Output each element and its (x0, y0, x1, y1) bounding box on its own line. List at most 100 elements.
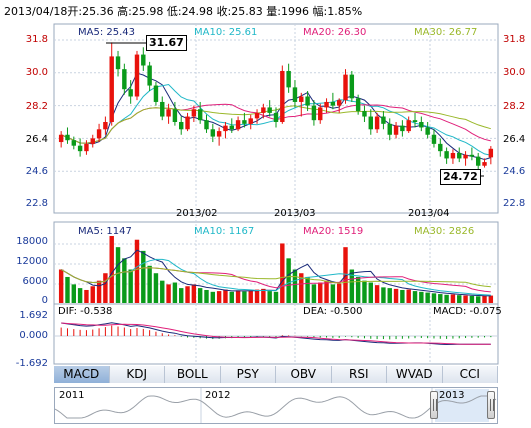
high-value: 25.98 (131, 5, 164, 18)
volume-ytick-left: 18000 (16, 236, 48, 247)
candle-body (84, 143, 89, 152)
candle-body (273, 112, 279, 122)
macd-dea-legend: DEA: -0.500 (303, 306, 363, 317)
volume-bar (444, 294, 449, 303)
price-ytick-right: 22.8 (503, 198, 526, 209)
dea-line (61, 322, 491, 345)
candle-body (469, 154, 475, 157)
tab-rsi[interactable]: RSI (331, 366, 387, 383)
tab-cci[interactable]: CCI (442, 366, 498, 383)
price-ytick-left: 31.8 (25, 34, 48, 45)
volume-bar (210, 291, 216, 303)
volume-bar (475, 296, 481, 303)
candle-body (387, 123, 392, 135)
tab-kdj[interactable]: KDJ (109, 366, 165, 383)
volume-bar (425, 292, 430, 303)
candle-body (305, 96, 310, 106)
candle-body (261, 107, 266, 113)
candle-body (400, 125, 405, 132)
volume-ma30-line (60, 267, 491, 288)
candlesticks (58, 42, 494, 170)
candle-body (134, 54, 140, 97)
candle-body (381, 116, 386, 124)
xtick-label: 2013/03 (274, 208, 316, 219)
macd-ytick-left: -1.692 (15, 358, 48, 369)
change-value: 1.85% (327, 5, 363, 18)
candle-body (254, 112, 260, 119)
volume-bar (488, 295, 494, 303)
timeline-year-label: 2013 (439, 390, 465, 401)
price-ytick-left: 30.0 (25, 67, 48, 78)
volume-bar (355, 276, 361, 303)
volume-bar (261, 288, 266, 303)
volume-bar (216, 291, 222, 303)
volume-bar (109, 236, 114, 303)
timeline-price-line (55, 395, 497, 419)
candle-body (147, 65, 152, 86)
volume-bar (292, 269, 298, 303)
tab-boll[interactable]: BOLL (165, 366, 221, 383)
candle-body (141, 54, 146, 66)
tab-wvad[interactable]: WVAD (387, 366, 443, 383)
volume-bar (299, 273, 304, 303)
candle-body (90, 138, 95, 144)
candle-body (362, 111, 367, 117)
timeline-navigator[interactable]: 2011 2012 2013 (54, 387, 498, 424)
candle-body (431, 134, 437, 144)
volume-ma10-line (60, 258, 491, 296)
candle-body (318, 107, 323, 121)
volume-bar (400, 289, 405, 303)
volume-bar (349, 269, 355, 303)
volume-bar (368, 282, 373, 303)
tab-macd[interactable]: MACD (54, 366, 110, 383)
price-ytick-left: 24.6 (25, 166, 48, 177)
candle-body (223, 125, 228, 132)
candle-body (444, 151, 449, 159)
stock-chart[interactable] (0, 0, 531, 366)
candle-body (172, 109, 178, 122)
volume-bar (84, 289, 89, 303)
tab-psy[interactable]: PSY (220, 366, 276, 383)
candle-body (96, 129, 102, 139)
candle-body (185, 116, 190, 130)
candle-body (488, 148, 494, 158)
candle-body (412, 120, 418, 122)
timeline-right-handle[interactable] (487, 391, 495, 419)
tab-obv[interactable]: OBV (276, 366, 332, 383)
volume-ma5-legend: MA5: 1147 (78, 226, 132, 237)
timeline-selection (435, 389, 489, 422)
close-value: 25.83 (231, 5, 263, 18)
candle-body (355, 98, 361, 112)
price-ma10-legend: MA10: 25.61 (194, 27, 258, 38)
volume-bar (191, 284, 197, 303)
price-ytick-right: 24.6 (503, 166, 526, 177)
volume-bar (438, 294, 443, 303)
macd-ytick-left: 1.692 (19, 310, 48, 321)
macd-dif-legend: DIF: -0.538 (58, 306, 113, 317)
open-value: 25.36 (82, 5, 114, 18)
price-ytick-right: 31.8 (503, 34, 526, 45)
candle-body (191, 109, 197, 117)
candle-body (65, 134, 70, 141)
volume-bar (77, 288, 83, 303)
candle-body (475, 156, 481, 166)
candle-body (311, 105, 317, 121)
volume-bar (179, 288, 184, 303)
quote-date: 2013/04/18 (4, 5, 68, 18)
price-ytick-left: 22.8 (25, 198, 48, 209)
volume-bar (374, 285, 380, 303)
volume-bar (229, 291, 234, 303)
price-ma20-legend: MA20: 26.30 (303, 27, 367, 38)
volume-bar (128, 269, 133, 303)
candle-body (210, 129, 216, 137)
volume-bar (71, 284, 77, 303)
candle-body (160, 101, 165, 117)
candle-body (336, 100, 342, 106)
volume-ma30-legend: MA30: 2826 (414, 226, 475, 237)
volume-bar (387, 288, 392, 303)
candle-body (216, 131, 222, 137)
candle-body (166, 109, 171, 117)
timeline-left-handle[interactable] (430, 391, 438, 419)
candle-body (103, 122, 108, 130)
price-ma5-legend: MA5: 25.43 (78, 27, 136, 38)
